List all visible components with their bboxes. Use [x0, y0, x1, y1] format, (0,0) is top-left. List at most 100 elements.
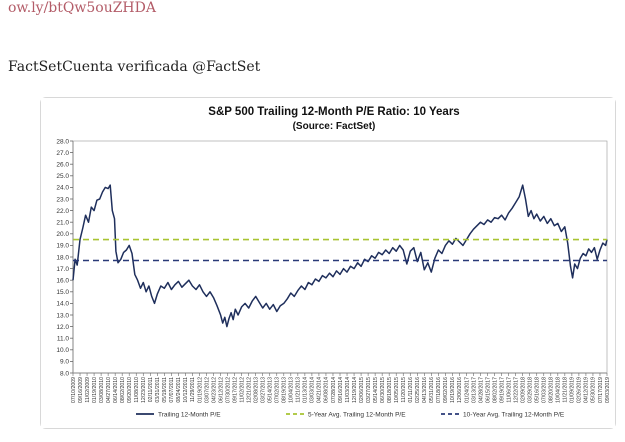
x-tick-label: 11/08/2010: [134, 377, 140, 403]
x-tick-label: 12/19/2014: [352, 377, 358, 403]
x-tick-label: 06/08/2014: [324, 377, 330, 403]
x-tick-label: 02/06/2015: [359, 377, 365, 403]
x-tick-label: 07/10/2009: [71, 377, 77, 403]
x-tick-label: 04/23/2012: [211, 377, 217, 403]
x-tick-label: 12/06/2016: [457, 377, 463, 403]
x-tick-label: 02/08/2013: [253, 377, 259, 403]
y-tick-label: 21.0: [56, 220, 69, 227]
y-tick-label: 17.0: [56, 266, 69, 273]
y-tick-label: 14.0: [56, 301, 69, 308]
x-tick-label: 07/03/2018: [542, 377, 548, 403]
x-tick-label: 03/07/2012: [204, 377, 210, 403]
x-tick-label: 02/09/2018: [520, 377, 526, 403]
x-tick-label: 07/02/2013: [275, 377, 281, 403]
x-tick-label: 09/20/2010: [127, 377, 133, 403]
plot-area: 8.0 9.0 10.0 11.0 12.0 13.0 14.0 15.0 16.0 17.0 18…: [56, 138, 610, 418]
y-tick-label: 28.0: [56, 138, 69, 145]
x-tick-label: 09/03/2019: [605, 377, 611, 403]
x-tick-label: 06/14/2010: [113, 377, 119, 403]
x-tick-label: 02/11/2011: [148, 377, 154, 402]
chart-title: S&P 500 Trailing 12-Month P/E Ratio: 10 …: [208, 106, 459, 118]
x-tick-label: 10/04/2013: [289, 377, 295, 403]
x-tick-label: 10/12/2011: [183, 377, 189, 403]
x-tick-label: 05/16/2018: [535, 377, 541, 403]
x-tick-label: 07/18/2016: [436, 377, 442, 403]
x-tick-label: 11/03/2014: [345, 377, 351, 403]
post-link[interactable]: ow.ly/btQw5ouZHDA: [8, 0, 156, 16]
chart-subtitle: (Source: FactSet): [293, 121, 376, 132]
x-tick-label: 11/21/2018: [563, 377, 569, 403]
x-tick-label: 07/07/2011: [169, 377, 175, 403]
y-tick-label: 8.0: [60, 370, 69, 377]
x-tick-label: 04/28/2017: [478, 377, 484, 403]
x-tick-label: 11/02/2012: [239, 377, 245, 403]
x-tick-label: 01/11/2016: [408, 377, 414, 403]
x-tick-label: 08/19/2013: [282, 377, 288, 403]
x-tick-label: 07/28/2014: [331, 377, 337, 403]
y-tick-label: 22.0: [56, 208, 69, 215]
x-tick-label: 11/21/2013: [296, 377, 302, 403]
x-tick-label: 04/12/2019: [584, 377, 590, 403]
y-tick-label: 10.0: [56, 347, 69, 354]
x-tick-label: 05/19/2011: [162, 377, 168, 403]
x-tick-label: 06/12/2012: [218, 377, 224, 403]
x-tick-label: 12/22/2017: [513, 377, 519, 403]
x-tick-label: 08/02/2017: [492, 377, 498, 403]
x-tick-label: 03/08/2010: [99, 377, 105, 403]
y-tick-label: 25.0: [56, 173, 69, 180]
x-tick-label: 08/20/2018: [549, 377, 555, 403]
x-tick-label: 11/02/2009: [85, 377, 91, 403]
x-tick-label: 07/17/2019: [598, 377, 604, 403]
series-line-1: [72, 184, 608, 328]
x-tick-label: 09/16/2014: [338, 377, 344, 403]
x-tick-label: 07/30/2012: [225, 377, 231, 403]
x-tick-label: 10/05/2015: [394, 377, 400, 403]
x-tick-label: 03/13/2017: [471, 377, 477, 403]
x-tick-label: 06/15/2017: [485, 377, 491, 403]
x-tick-label: 10/19/2016: [450, 377, 456, 403]
y-tick-label: 9.0: [60, 359, 69, 366]
x-tick-label: 09/16/2009: [78, 377, 84, 403]
y-tick-label: 11.0: [57, 336, 70, 343]
legend-label: Trailing 12-Month P/E: [158, 411, 221, 418]
x-tick-label: 04/13/2016: [422, 377, 428, 403]
x-tick-label: 12/21/2012: [246, 377, 252, 403]
x-tick-label: 09/02/2016: [443, 377, 449, 403]
x-tick-label: 01/13/2014: [303, 377, 309, 403]
author-line[interactable]: FactSetCuenta verificada @FactSet: [8, 59, 261, 75]
y-tick-label: 24.0: [56, 185, 69, 192]
x-tick-label: 03/27/2013: [261, 377, 267, 403]
x-tick-label: 03/31/2011: [155, 377, 161, 403]
x-tick-label: 08/18/2015: [387, 377, 393, 403]
x-tick-label: 08/02/2010: [120, 377, 126, 403]
x-tick-label: 03/03/2014: [310, 377, 316, 403]
x-tick-label: 11/29/2011: [190, 377, 196, 402]
x-tick-label: 11/20/2015: [401, 377, 407, 403]
x-tick-label: 05/30/2019: [591, 377, 597, 403]
x-tick-label: 03/27/2015: [366, 377, 372, 403]
x-tick-label: 05/31/2016: [429, 377, 435, 403]
chart-card: S&P 500 Trailing 12-Month P/E Ratio: 10 …: [40, 97, 616, 429]
x-tick-label: 01/24/2017: [464, 377, 470, 403]
x-tick-label: 01/09/2019: [570, 377, 576, 403]
x-tick-label: 04/27/2010: [106, 377, 112, 403]
x-tick-label: 01/19/2012: [197, 377, 203, 403]
legend-label: 10-Year Avg. Trailing 12-Month P/E: [463, 411, 565, 418]
x-tick-label: 01/19/2010: [92, 377, 98, 403]
y-tick-label: 26.0: [56, 162, 69, 169]
x-tick-label: 03/29/2018: [528, 377, 534, 403]
x-tick-label: 05/14/2013: [268, 377, 274, 403]
y-tick-label: 19.0: [56, 243, 69, 250]
x-tick-label: 09/17/2012: [232, 377, 238, 403]
y-tick-label: 20.0: [56, 231, 69, 238]
x-tick-label: 10/04/2018: [556, 377, 562, 403]
x-tick-label: 11/06/2017: [506, 377, 512, 403]
y-tick-label: 18.0: [56, 254, 69, 261]
legend-label: 5-Year Avg. Trailing 12-Month P/E: [308, 411, 406, 418]
x-tick-label: 02/25/2016: [415, 377, 421, 403]
y-tick-label: 13.0: [56, 312, 69, 319]
x-tick-label: 02/26/2019: [577, 377, 583, 403]
x-tick-label: 08/24/2011: [176, 377, 182, 403]
y-tick-label: 23.0: [56, 196, 69, 203]
y-tick-label: 16.0: [56, 278, 69, 285]
